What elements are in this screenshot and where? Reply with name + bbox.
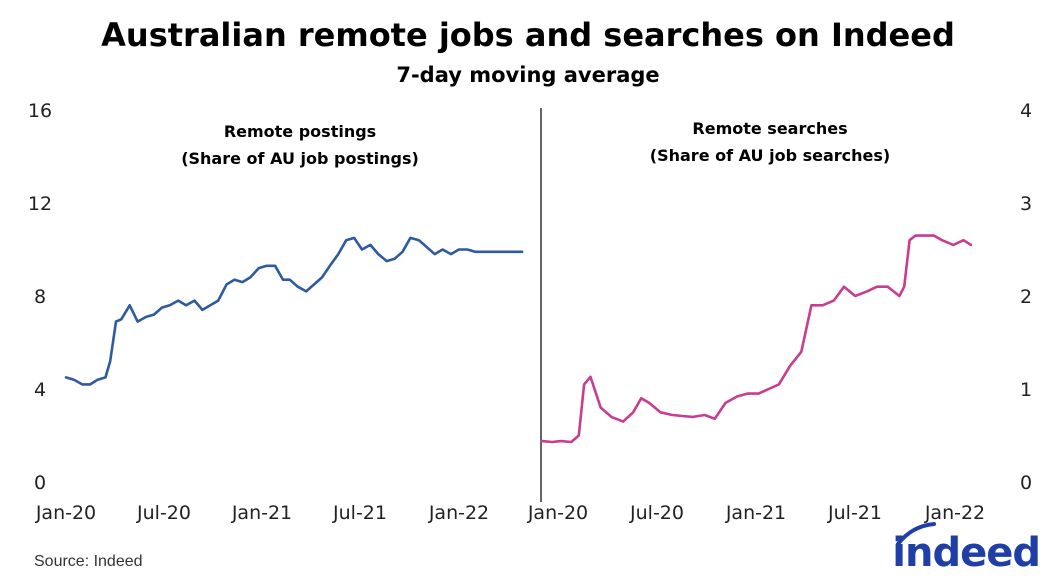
- left-y-tick-label: 0: [34, 472, 46, 494]
- remote-searches-line: [540, 234, 973, 444]
- postings-annotation-line1: Remote postings: [224, 122, 376, 141]
- right-x-tick-label: Jul-21: [827, 502, 882, 524]
- left-x-tick-label: Jul-21: [332, 502, 387, 524]
- right-x-tick-label: Jan-20: [527, 502, 588, 524]
- indeed-logo-swoosh-icon: [896, 522, 936, 546]
- left-y-tick-label: 4: [34, 379, 46, 401]
- left-x-axis: Jan-20 Jul-20 Jan-21 Jul-21 Jan-22: [35, 502, 489, 524]
- postings-annotation-line2: (Share of AU job postings): [181, 149, 419, 168]
- chart-subtitle: 7-day moving average: [396, 63, 659, 87]
- left-x-tick-label: Jul-20: [136, 502, 191, 524]
- remote-postings-line: [64, 236, 524, 386]
- right-x-tick-label: Jan-22: [924, 502, 985, 524]
- source-note: Source: Indeed: [34, 553, 143, 570]
- right-x-tick-label: Jan-21: [725, 502, 786, 524]
- right-y-tick-label: 2: [1020, 286, 1032, 308]
- searches-annotation-line2: (Share of AU job searches): [650, 146, 890, 165]
- right-x-tick-label: Jul-20: [629, 502, 684, 524]
- left-x-tick-label: Jan-21: [231, 502, 292, 524]
- indeed-logo-text: indeed: [892, 530, 1040, 576]
- left-y-tick-label: 12: [28, 193, 52, 215]
- left-x-tick-label: Jan-22: [428, 502, 489, 524]
- right-y-axis: 4 3 2 1 0: [1020, 100, 1032, 494]
- right-y-tick-label: 4: [1020, 100, 1032, 122]
- left-x-tick-label: Jan-20: [35, 502, 96, 524]
- left-y-tick-label: 16: [28, 100, 52, 122]
- right-x-axis: Jan-20 Jul-20 Jan-21 Jul-21 Jan-22: [527, 502, 985, 524]
- searches-annotation-line1: Remote searches: [692, 119, 847, 138]
- left-y-axis: 16 12 8 4 0: [28, 100, 52, 494]
- left-y-tick-label: 8: [34, 286, 46, 308]
- right-y-tick-label: 0: [1020, 472, 1032, 494]
- chart-title: Australian remote jobs and searches on I…: [101, 16, 955, 54]
- indeed-logo: indeed: [892, 522, 1041, 576]
- right-y-tick-label: 1: [1020, 379, 1032, 401]
- right-y-tick-label: 3: [1020, 193, 1032, 215]
